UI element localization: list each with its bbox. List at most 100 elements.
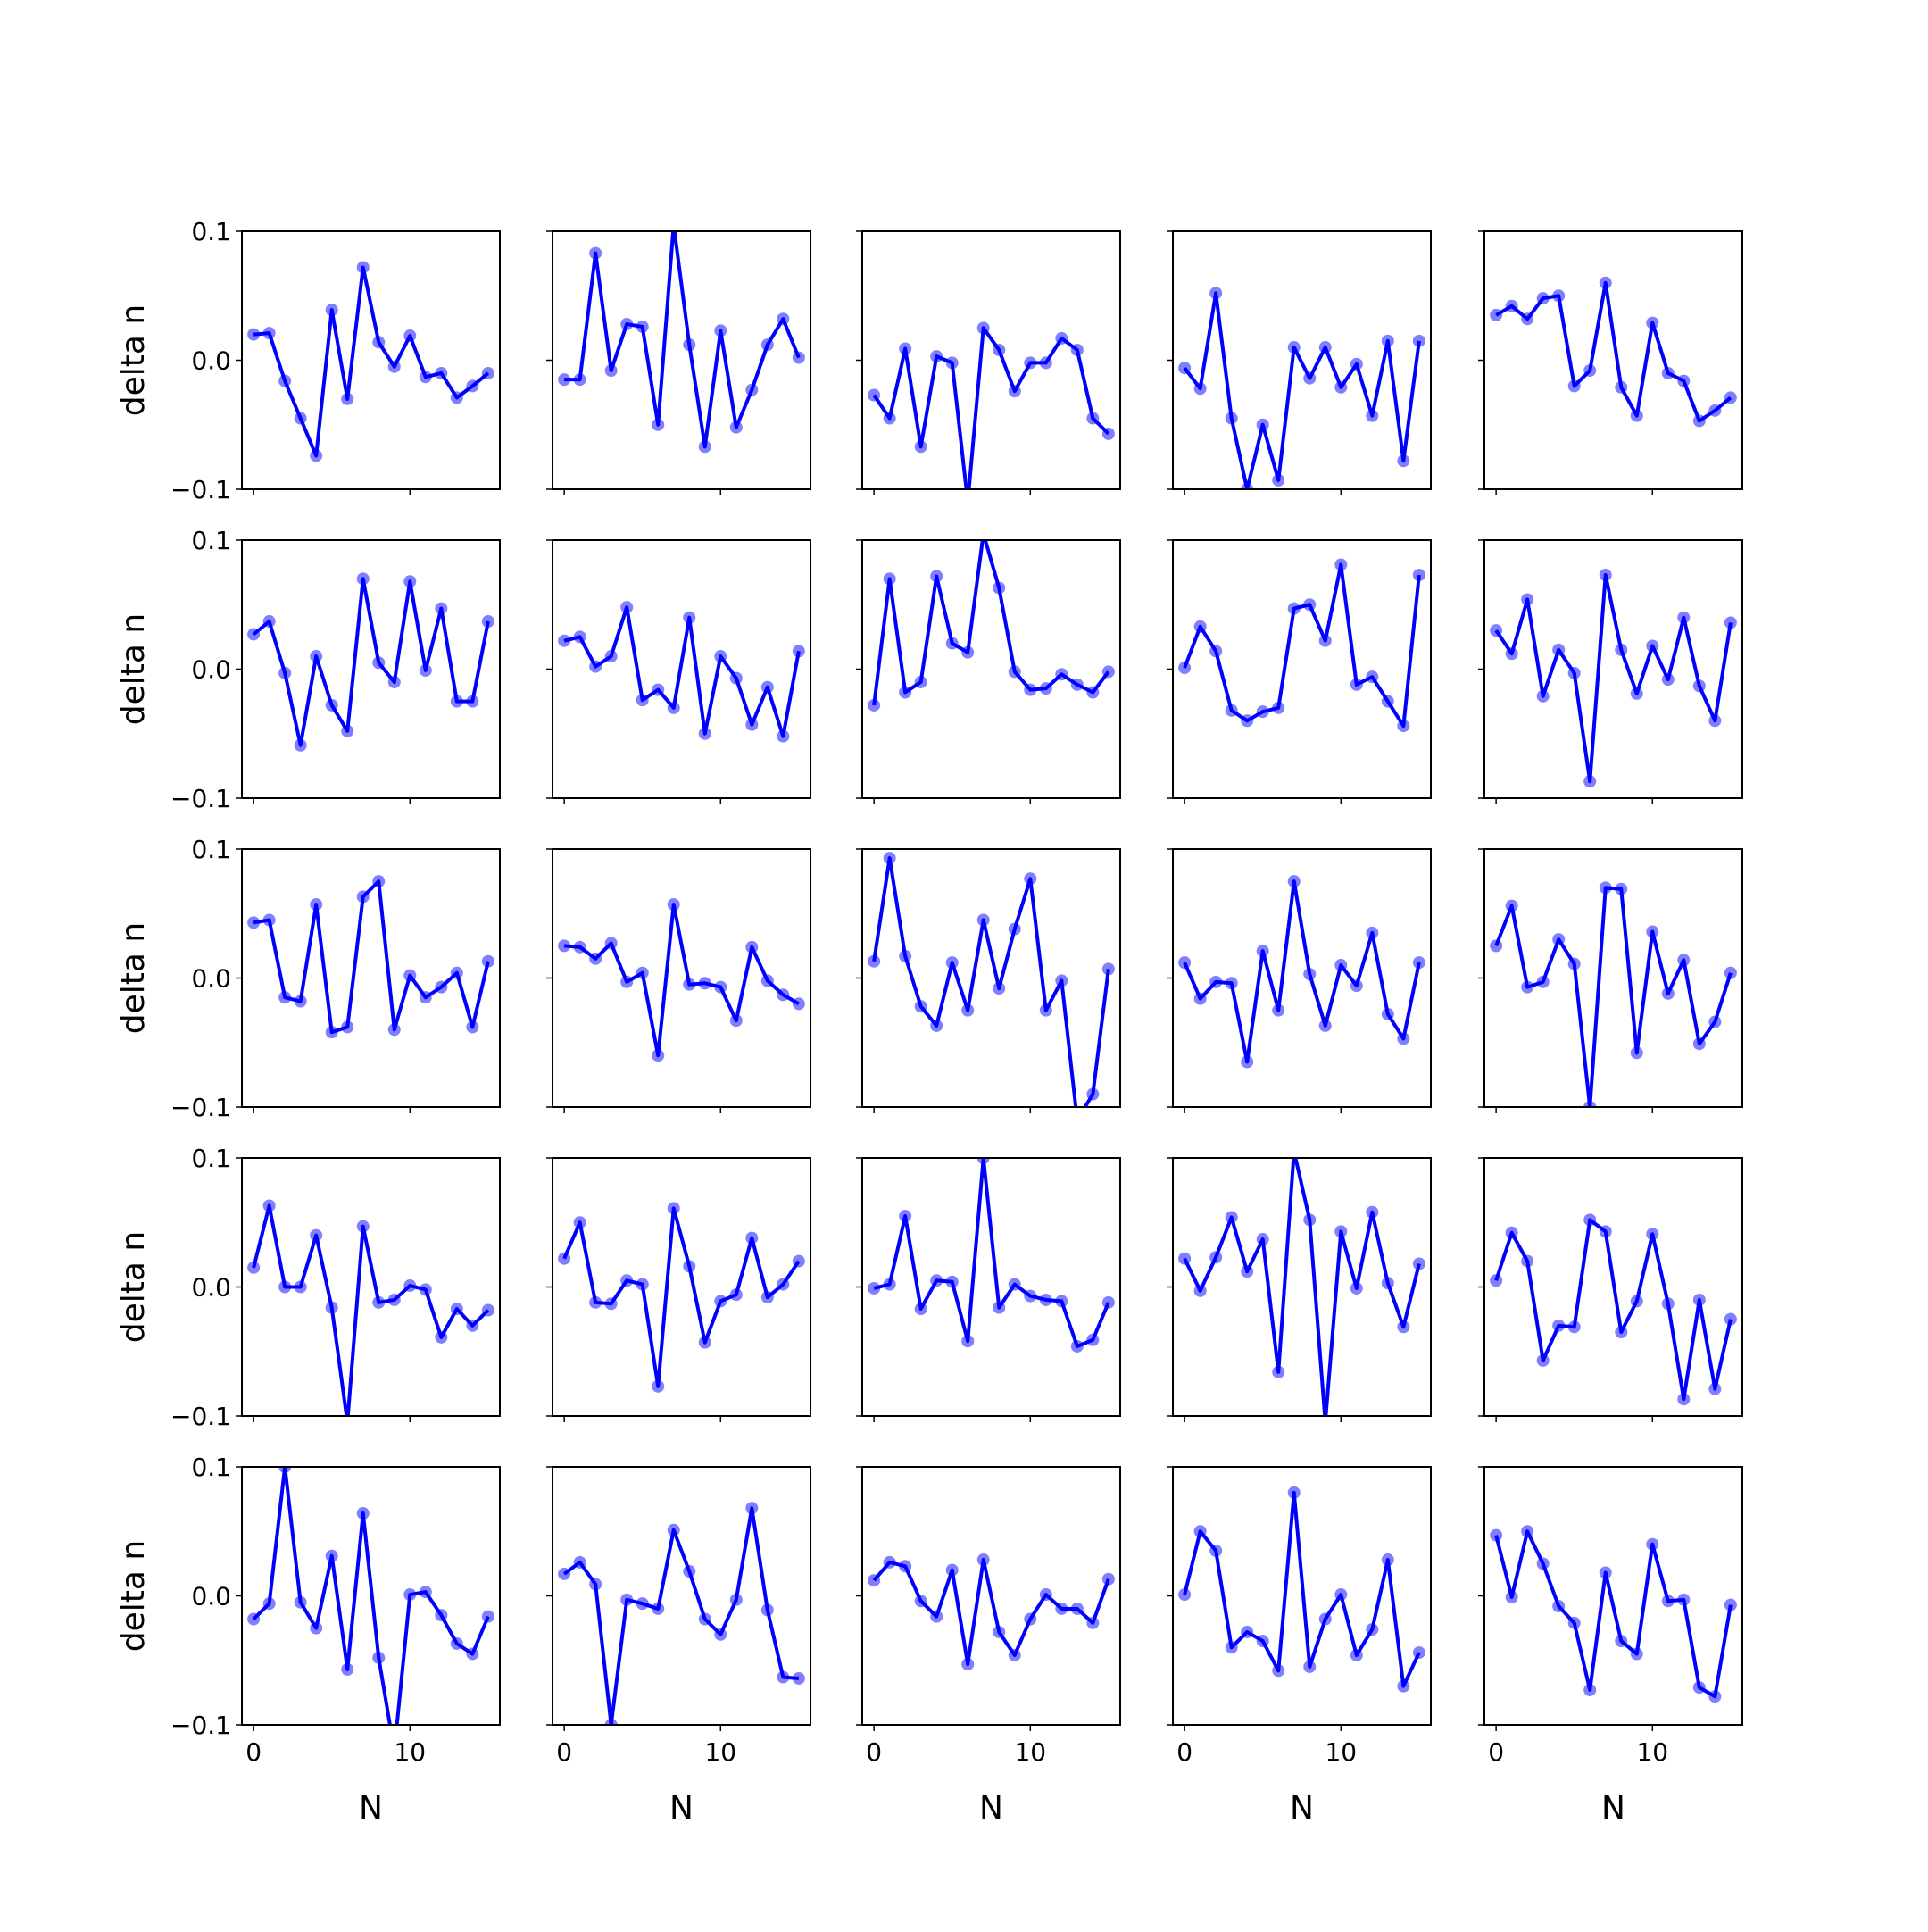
data-point: [1256, 418, 1269, 431]
y-tick-label: 0.1: [191, 1144, 231, 1173]
data-point: [247, 628, 261, 641]
data-point: [945, 637, 959, 650]
data-point: [387, 1023, 401, 1037]
data-point: [325, 698, 338, 712]
data-point: [1567, 379, 1581, 393]
data-point: [930, 1274, 943, 1287]
data-point: [868, 388, 881, 402]
data-point: [278, 374, 292, 387]
data-point: [1490, 308, 1503, 321]
data-point: [930, 1610, 943, 1623]
data-line: [1183, 291, 1421, 489]
data-point: [914, 1595, 927, 1608]
data-point: [604, 937, 618, 950]
data-point: [1241, 483, 1254, 489]
data-point: [1086, 1616, 1100, 1629]
data-point: [403, 1588, 417, 1602]
data-point: [1583, 1101, 1597, 1107]
data-point: [792, 1254, 805, 1268]
data-point: [1412, 1257, 1425, 1270]
data-point: [1272, 1003, 1285, 1017]
data-point: [1008, 922, 1021, 936]
data-point: [1677, 954, 1691, 967]
data-point: [961, 1335, 975, 1348]
subplot: [1167, 230, 1432, 495]
data-point: [1039, 1588, 1052, 1602]
x-tick-label: 0: [1488, 1737, 1504, 1767]
data-point: [1070, 678, 1084, 691]
data-point: [1209, 1251, 1223, 1264]
data-point: [262, 913, 276, 927]
data-point: [1505, 647, 1518, 661]
data-point: [714, 1628, 727, 1641]
data-line: [1183, 562, 1421, 729]
data-point: [589, 952, 602, 965]
data-point: [1287, 602, 1301, 615]
data-point: [1101, 665, 1115, 679]
data-point: [1193, 992, 1207, 1005]
data-point: [667, 1523, 680, 1536]
data-point: [435, 980, 448, 994]
data-point: [1724, 1312, 1737, 1326]
data-point: [310, 1228, 323, 1242]
data-point: [450, 391, 463, 404]
data-point: [1086, 412, 1100, 425]
data-point: [883, 1555, 896, 1569]
data-point: [341, 1416, 353, 1428]
x-tick-label: 0: [1176, 1737, 1193, 1767]
data-point: [466, 1647, 479, 1661]
data-point: [1724, 966, 1737, 979]
y-tick-label: 0.1: [191, 526, 231, 555]
axes-frame: [861, 848, 1121, 1108]
data-point: [1350, 979, 1363, 993]
data-point: [1241, 1055, 1254, 1069]
data-point: [1101, 1572, 1115, 1586]
data-point: [589, 1295, 602, 1309]
y-tick-label: −0.1: [170, 1093, 231, 1122]
subplot: [1167, 1157, 1432, 1422]
data-point: [294, 412, 307, 425]
data-point: [1287, 1486, 1301, 1499]
data-point: [435, 602, 448, 615]
data-point: [1724, 616, 1737, 629]
x-tick-label: 10: [704, 1737, 736, 1767]
data-point: [777, 312, 790, 326]
data-point: [1552, 933, 1566, 946]
data-point: [620, 975, 634, 988]
data-point: [1724, 391, 1737, 404]
data-point: [1505, 299, 1518, 312]
data-point: [1490, 624, 1503, 637]
axes-frame: [1483, 539, 1743, 799]
data-point: [450, 1636, 463, 1650]
data-point: [899, 949, 912, 962]
subplot: [546, 539, 811, 804]
x-axis-label: N: [359, 1790, 383, 1827]
data-point: [667, 1202, 680, 1215]
data-point: [1241, 1625, 1254, 1638]
data-point: [1397, 1320, 1410, 1334]
data-point: [1692, 1681, 1706, 1695]
data-point: [1350, 357, 1363, 371]
data-point: [1536, 689, 1550, 703]
data-point: [620, 1593, 634, 1606]
data-point: [1661, 673, 1675, 687]
data-point: [652, 1049, 665, 1062]
y-tick-label: 0.0: [191, 964, 231, 994]
subplot: [856, 539, 1121, 804]
data-line: [1494, 573, 1733, 784]
data-point: [914, 675, 927, 688]
data-point: [745, 1231, 759, 1245]
x-tick-label: 10: [394, 1737, 426, 1767]
data-point: [729, 671, 743, 685]
plot-area: [868, 540, 1115, 712]
plot-area: [558, 1202, 805, 1393]
data-point: [945, 356, 959, 370]
data-point: [714, 324, 727, 337]
data-line: [252, 1467, 490, 1725]
data-point: [1708, 1690, 1722, 1703]
data-point: [652, 418, 665, 431]
data-point: [1536, 1353, 1550, 1367]
data-point: [760, 1603, 774, 1617]
data-point: [1677, 1393, 1691, 1406]
data-point: [961, 495, 974, 508]
